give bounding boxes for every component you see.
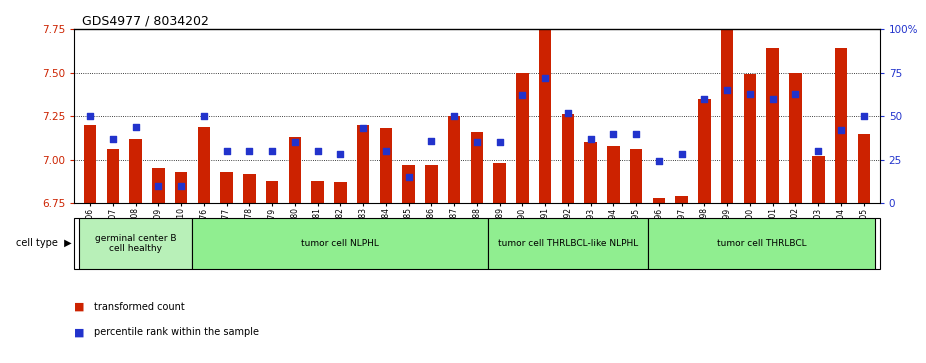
Text: transformed count: transformed count: [94, 302, 185, 312]
Bar: [834, 48, 847, 203]
Point: [310, 148, 325, 154]
Bar: [220, 172, 232, 203]
Point: [196, 113, 211, 119]
Bar: [744, 74, 757, 203]
Point: [174, 183, 189, 189]
Point: [401, 174, 416, 180]
Text: ■: ■: [74, 327, 84, 337]
Bar: [311, 181, 324, 203]
Point: [857, 113, 871, 119]
Point: [151, 183, 166, 189]
Bar: [289, 137, 301, 203]
Bar: [562, 114, 574, 203]
Bar: [425, 165, 438, 203]
Bar: [812, 156, 824, 203]
Bar: [675, 196, 688, 203]
Bar: [357, 125, 369, 203]
Point: [287, 139, 302, 145]
Bar: [494, 163, 506, 203]
Point: [219, 148, 234, 154]
Text: tumor cell THRLBCL: tumor cell THRLBCL: [717, 239, 807, 248]
Point: [493, 139, 507, 145]
Bar: [721, 27, 733, 203]
Point: [697, 96, 712, 102]
Bar: [516, 73, 529, 203]
Bar: [488, 218, 647, 269]
Text: ■: ■: [74, 302, 84, 312]
Point: [720, 87, 734, 93]
Text: percentile rank within the sample: percentile rank within the sample: [94, 327, 259, 337]
Bar: [653, 198, 665, 203]
Bar: [767, 48, 779, 203]
Point: [674, 152, 689, 158]
Point: [560, 110, 575, 115]
Point: [128, 124, 143, 130]
Point: [424, 138, 439, 143]
Point: [652, 159, 667, 164]
Bar: [789, 73, 802, 203]
Point: [788, 91, 803, 97]
Text: germinal center B
cell healthy: germinal center B cell healthy: [94, 233, 176, 253]
Bar: [106, 149, 119, 203]
Point: [765, 96, 780, 102]
Point: [538, 75, 553, 81]
Bar: [197, 127, 210, 203]
Bar: [857, 134, 870, 203]
Bar: [647, 218, 875, 269]
Point: [333, 152, 348, 158]
Point: [515, 92, 530, 98]
Bar: [334, 182, 346, 203]
Point: [242, 148, 257, 154]
Point: [811, 148, 826, 154]
Point: [379, 148, 394, 154]
Point: [629, 131, 644, 136]
Point: [82, 113, 97, 119]
Bar: [193, 218, 488, 269]
Point: [583, 136, 598, 142]
Bar: [448, 116, 460, 203]
Bar: [584, 142, 597, 203]
Bar: [266, 181, 279, 203]
Point: [446, 113, 461, 119]
Bar: [630, 149, 643, 203]
Point: [606, 131, 620, 136]
Bar: [175, 172, 187, 203]
Point: [106, 136, 120, 142]
Bar: [607, 146, 619, 203]
Bar: [83, 125, 96, 203]
Text: tumor cell NLPHL: tumor cell NLPHL: [301, 239, 380, 248]
Text: GDS4977 / 8034202: GDS4977 / 8034202: [82, 15, 209, 28]
Point: [265, 148, 280, 154]
Bar: [130, 139, 142, 203]
Text: tumor cell THRLBCL-like NLPHL: tumor cell THRLBCL-like NLPHL: [498, 239, 638, 248]
Bar: [243, 174, 256, 203]
Point: [743, 91, 757, 97]
Point: [469, 139, 484, 145]
Bar: [470, 132, 483, 203]
Bar: [698, 99, 711, 203]
Point: [833, 127, 848, 133]
Bar: [79, 218, 193, 269]
Text: cell type  ▶: cell type ▶: [16, 238, 72, 248]
Bar: [380, 129, 392, 203]
Bar: [539, 15, 551, 203]
Bar: [152, 168, 165, 203]
Bar: [403, 165, 415, 203]
Point: [356, 126, 370, 131]
